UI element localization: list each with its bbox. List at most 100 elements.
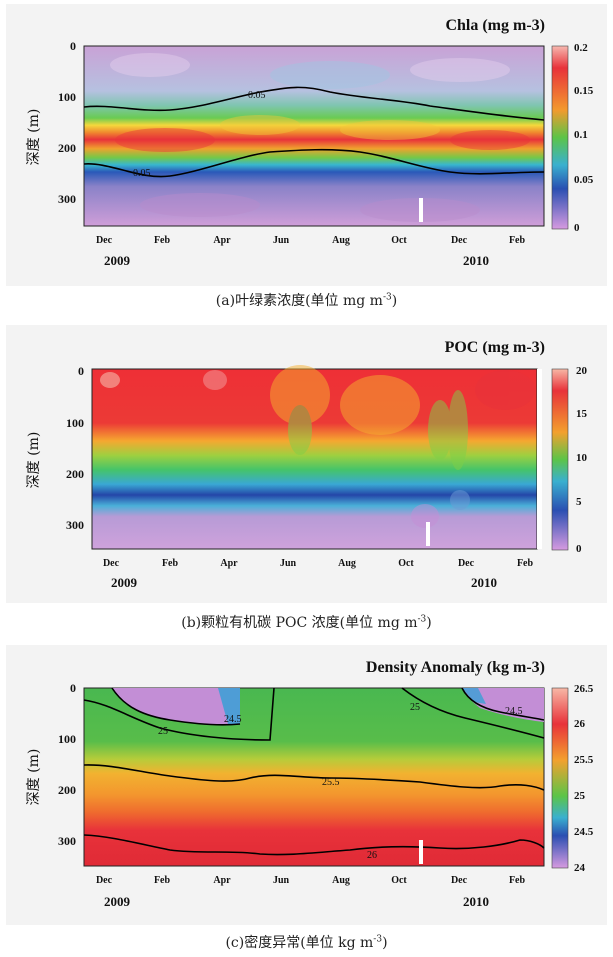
poc-xtick-feb2: Feb <box>517 558 534 569</box>
density-year-2009: 2009 <box>104 894 131 909</box>
poc-colorbar <box>551 368 569 551</box>
chla-cb-tick: 0.05 <box>574 174 594 186</box>
chla-heatmap <box>83 45 545 227</box>
chla-ylabel: 深度 (m) <box>26 109 42 166</box>
poc-xtick-oct: Oct <box>398 558 414 569</box>
chla-gap-marker <box>419 198 423 222</box>
poc-year-2009: 2009 <box>111 575 138 590</box>
density-yaxis: 0 100 200 300 <box>58 681 76 848</box>
chla-ytick-100: 100 <box>58 90 76 104</box>
density-year-2010: 2010 <box>463 894 489 909</box>
density-low-patch-right-blue <box>462 688 486 704</box>
chla-xtick-feb: Feb <box>154 235 171 246</box>
poc-chart: POC (mg m-3) 0 100 200 300 深度 (m) Dec Fe… <box>26 339 588 590</box>
chla-xaxis: Dec Feb Apr Jun Aug Oct Dec Feb 2009 201… <box>96 235 526 268</box>
poc-xtick-feb: Feb <box>162 558 179 569</box>
chla-xtick-jun: Jun <box>273 235 290 246</box>
poc-gap-marker <box>426 522 430 546</box>
density-contour-25-right <box>401 687 545 739</box>
density-contour-label-25-right: 25 <box>410 702 420 713</box>
poc-ytick-300: 300 <box>66 518 84 532</box>
chla-ytick-200: 200 <box>58 141 76 155</box>
poc-ytick-0: 0 <box>78 364 84 378</box>
poc-title: POC (mg m-3) <box>445 339 545 356</box>
poc-xtick-jun: Jun <box>280 558 297 569</box>
poc-xaxis: Dec Feb Apr Jun Aug Oct Dec Feb 2009 201… <box>103 558 534 590</box>
density-cb-tick: 26 <box>574 718 586 730</box>
poc-xtick-aug: Aug <box>338 558 356 569</box>
caption-b: (b)颗粒有机碳 POC 浓度(单位 mg m-3) <box>181 614 432 631</box>
density-contour-label-26: 26 <box>367 850 377 861</box>
density-low-patch-left <box>112 688 240 725</box>
caption-c: (c)密度异常(单位 kg m-3) <box>225 934 388 951</box>
density-ytick-0: 0 <box>70 681 76 695</box>
density-chart: Density Anomaly (kg m-3) 24.5 25 25 24.5… <box>26 659 594 909</box>
density-colorbar <box>551 687 569 869</box>
density-cb-tick: 26.5 <box>574 683 594 695</box>
poc-ytick-200: 200 <box>66 467 84 481</box>
poc-xtick-dec: Dec <box>103 558 120 569</box>
density-title: Density Anomaly (kg m-3) <box>366 659 545 676</box>
density-contour-24-5-left <box>111 687 241 726</box>
poc-cb-tick: 5 <box>576 496 582 508</box>
chla-texture <box>110 53 530 222</box>
poc-year-2010: 2010 <box>471 575 497 590</box>
chla-cb-tick: 0 <box>574 222 580 234</box>
chla-xtick-dec: Dec <box>96 235 113 246</box>
density-cb-tick: 25.5 <box>574 754 594 766</box>
poc-gap-right <box>537 369 542 549</box>
poc-cb-tick: 15 <box>576 408 588 420</box>
chla-xtick-feb2: Feb <box>509 235 526 246</box>
poc-texture <box>100 365 535 528</box>
density-contour-25-left <box>83 687 275 741</box>
poc-xtick-dec2: Dec <box>458 558 475 569</box>
poc-colorbar-ticks: 20 15 10 5 0 <box>576 365 588 555</box>
chla-cb-tick: 0.2 <box>574 42 588 54</box>
density-xtick-feb: Feb <box>154 875 171 886</box>
poc-ylabel: 深度 (m) <box>26 432 42 489</box>
density-colorbar-ticks: 26.5 26 25.5 25 24.5 24 <box>574 683 594 874</box>
poc-yaxis: 0 100 200 300 <box>66 364 84 532</box>
poc-cb-tick: 0 <box>576 543 582 555</box>
chla-cb-tick: 0.1 <box>574 129 588 141</box>
chla-contour-bottom <box>83 148 545 178</box>
density-contour-label-25-5: 25.5 <box>322 777 340 788</box>
chla-xtick-oct: Oct <box>391 235 407 246</box>
poc-ytick-100: 100 <box>66 416 84 430</box>
density-xtick-apr: Apr <box>213 875 231 886</box>
caption-a: (a)叶绿素浓度(单位 mg m-3) <box>215 292 398 309</box>
density-contour-25-5 <box>83 764 545 791</box>
chla-yaxis: 0 100 200 300 <box>58 39 76 206</box>
density-cb-tick: 24 <box>574 862 586 874</box>
chla-ytick-0: 0 <box>70 39 76 53</box>
chla-colorbar <box>551 45 569 230</box>
density-xaxis: Dec Feb Apr Jun Aug Oct Dec Feb 2009 201… <box>96 875 526 909</box>
chla-chart: Chla (mg m-3) 0.05 0.05 0 100 200 300 深度… <box>26 17 594 268</box>
density-cb-tick: 24.5 <box>574 826 594 838</box>
density-xtick-feb2: Feb <box>509 875 526 886</box>
chla-xtick-aug: Aug <box>332 235 350 246</box>
density-xtick-oct: Oct <box>391 875 407 886</box>
chla-cb-tick: 0.15 <box>574 85 594 97</box>
density-ytick-200: 200 <box>58 783 76 797</box>
density-contour-label-24-5-right: 24.5 <box>505 706 523 717</box>
chla-year-2009: 2009 <box>104 253 131 268</box>
density-contour-label-24-5-left: 24.5 <box>224 714 242 725</box>
poc-xtick-apr: Apr <box>220 558 238 569</box>
chla-colorbar-ticks: 0.2 0.15 0.1 0.05 0 <box>574 42 594 234</box>
density-contour-24-5-right <box>461 687 545 721</box>
chla-contour-top <box>83 86 545 121</box>
chla-title: Chla (mg m-3) <box>445 17 545 34</box>
density-xtick-aug: Aug <box>332 875 350 886</box>
density-low-patch-right <box>462 688 544 722</box>
density-contour-26 <box>83 834 545 856</box>
density-contour-label-25-left: 25 <box>158 726 168 737</box>
density-ytick-100: 100 <box>58 732 76 746</box>
density-ytick-300: 300 <box>58 834 76 848</box>
chla-ytick-300: 300 <box>58 192 76 206</box>
density-xtick-jun: Jun <box>273 875 290 886</box>
density-ylabel: 深度 (m) <box>26 749 42 806</box>
chla-contour-label-bottom: 0.05 <box>133 168 151 179</box>
chla-year-2010: 2010 <box>463 253 489 268</box>
poc-cb-tick: 10 <box>576 452 588 464</box>
